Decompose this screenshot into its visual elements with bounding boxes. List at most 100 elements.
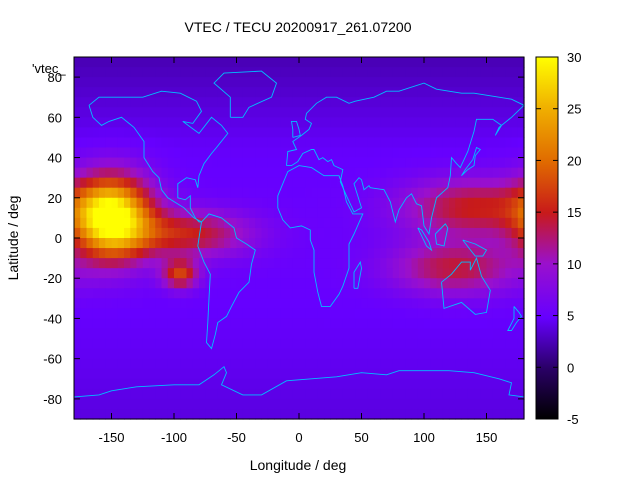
heatmap-cell [292, 97, 300, 108]
heatmap-cell [192, 137, 200, 149]
heatmap-cell [342, 87, 350, 98]
heatmap-cell [424, 388, 431, 400]
heatmap-cell [411, 177, 419, 189]
heatmap-cell [105, 87, 113, 98]
heatmap-cell [236, 147, 244, 159]
heatmap-cell [255, 368, 263, 380]
heatmap-cell [374, 157, 381, 169]
heatmap-cell [280, 87, 288, 98]
heatmap-cell [430, 107, 438, 118]
heatmap-cell [149, 238, 156, 249]
heatmap-cell [230, 268, 238, 279]
heatmap-cell [142, 207, 150, 219]
heatmap-cell [317, 328, 325, 340]
heatmap-cell [86, 67, 94, 78]
colorbar [535, 56, 559, 420]
heatmap-cell [342, 278, 350, 289]
heatmap-cell [480, 318, 488, 330]
heatmap-cell [499, 227, 506, 239]
heatmap-cell [417, 157, 425, 169]
heatmap-cell [149, 117, 156, 128]
heatmap-cell [255, 338, 263, 350]
x-tick-label: 50 [354, 430, 368, 445]
heatmap-cell [436, 398, 444, 410]
heatmap-cell [367, 97, 375, 108]
heatmap-cell [455, 77, 463, 88]
heatmap-cell [124, 97, 131, 108]
coastline-new-guinea [462, 239, 488, 257]
heatmap-cell [505, 107, 513, 118]
heatmap-cell [511, 117, 519, 128]
heatmap-cell [180, 358, 188, 370]
heatmap-cell [311, 318, 319, 330]
heatmap-cell [361, 368, 369, 380]
heatmap-cell [199, 157, 206, 169]
heatmap-cell [86, 97, 94, 108]
heatmap-cell [161, 278, 169, 289]
heatmap-cell [486, 227, 494, 239]
heatmap-cell [442, 248, 450, 259]
heatmap-cell [280, 318, 288, 330]
heatmap-cell [92, 87, 100, 98]
heatmap-cell [324, 358, 331, 370]
heatmap-cell [80, 298, 88, 309]
y-tick-label: 60 [48, 110, 62, 125]
heatmap-cell [74, 87, 81, 98]
heatmap-cell [236, 57, 244, 68]
heatmap-cell [417, 388, 425, 400]
heatmap-cell [486, 388, 494, 400]
heatmap-cell [430, 227, 438, 239]
heatmap-cell [280, 298, 288, 309]
heatmap-cell [199, 308, 206, 320]
heatmap-cell [80, 207, 88, 219]
heatmap-cell [230, 248, 238, 259]
heatmap-cell [255, 298, 263, 309]
heatmap-cell [261, 87, 269, 98]
heatmap-cell [317, 368, 325, 380]
heatmap-cell [261, 187, 269, 199]
heatmap-cell [461, 258, 469, 269]
heatmap-cell [399, 127, 406, 139]
heatmap-cell [355, 167, 363, 179]
heatmap-cell [442, 57, 450, 68]
heatmap-cell [424, 278, 431, 289]
heatmap-cell [442, 348, 450, 360]
heatmap-cell [405, 398, 413, 410]
heatmap-cell [292, 227, 300, 239]
heatmap-cell [436, 87, 444, 98]
heatmap-cell [467, 258, 475, 269]
heatmap-cell [405, 217, 413, 229]
heatmap-cell [124, 127, 131, 139]
heatmap-cell [511, 328, 519, 340]
heatmap-cell [336, 298, 344, 309]
heatmap-cell [292, 298, 300, 309]
heatmap-cell [436, 268, 444, 279]
heatmap-cell [367, 207, 375, 219]
heatmap-cell [505, 408, 513, 420]
heatmap-cell [105, 177, 113, 189]
heatmap-cell [317, 238, 325, 249]
heatmap-cell [186, 328, 194, 340]
heatmap-cell [461, 107, 469, 118]
heatmap-cell [130, 57, 138, 68]
heatmap-cell [449, 238, 456, 249]
heatmap-cell [249, 358, 256, 370]
heatmap-cell [92, 408, 100, 420]
heatmap-cell [367, 157, 375, 169]
heatmap-cell [211, 278, 219, 289]
heatmap-cell [80, 197, 88, 209]
heatmap-cell [149, 187, 156, 199]
heatmap-cell [411, 207, 419, 219]
heatmap-cell [442, 207, 450, 219]
heatmap-cell [80, 288, 88, 299]
heatmap-cell [205, 67, 213, 78]
heatmap-cell [386, 187, 394, 199]
heatmap-cell [436, 197, 444, 209]
heatmap-cell [455, 358, 463, 370]
heatmap-cell [405, 177, 413, 189]
heatmap-cell [117, 117, 125, 128]
heatmap-cell [392, 227, 400, 239]
heatmap-cell [155, 238, 163, 249]
heatmap-cell [167, 398, 175, 410]
heatmap-cell [367, 368, 375, 380]
